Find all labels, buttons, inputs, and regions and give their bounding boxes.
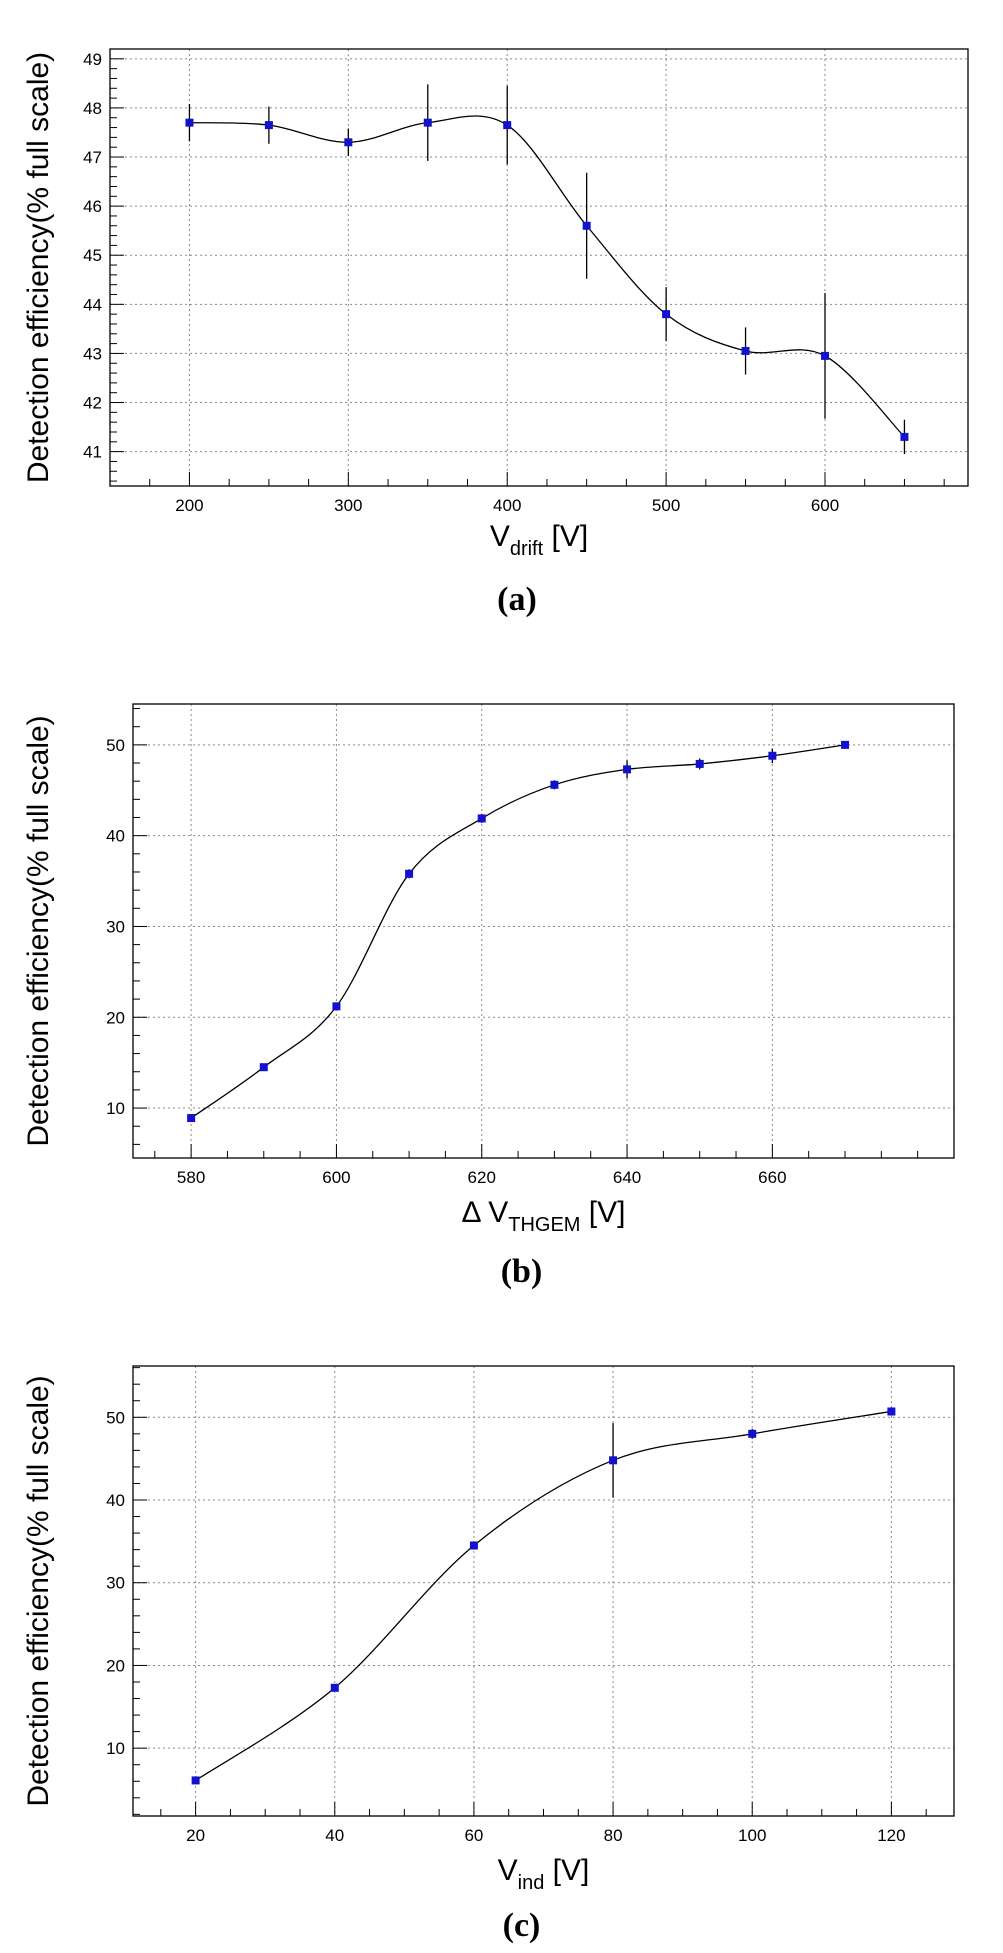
y-tick-label: 41 [83, 443, 102, 462]
data-point [332, 1002, 341, 1011]
data-point [623, 765, 632, 774]
data-point [695, 759, 704, 768]
x-axis-title-main: Δ V [462, 1196, 509, 1229]
chart-panel-2: 580 600 620 640 660 10 20 30 40 50 Detection effic… [22, 703, 955, 1290]
x-tick-label: 120 [877, 1826, 905, 1845]
data-point [264, 121, 273, 130]
y-tick-label: 42 [83, 394, 102, 413]
y-tick-label: 30 [106, 917, 125, 936]
y-tick-label: 48 [83, 99, 102, 118]
x-axis-title-unit: [V] [543, 520, 588, 553]
x-axis-title-main: V [498, 1854, 518, 1887]
y-tick-label: 45 [83, 246, 102, 265]
y-tick-label: 40 [106, 1491, 125, 1510]
x-axis-title-subscript: THGEM [508, 1214, 580, 1236]
y-tick-label: 20 [106, 1656, 125, 1675]
data-point [423, 118, 432, 127]
chart-panel-3: 20 40 60 80 100 120 10 20 30 40 50 Detection effici… [22, 1365, 955, 1944]
fit-curve [190, 744, 846, 1119]
x-tick-label: 40 [325, 1826, 344, 1845]
x-axis-title: Vind [V] [498, 1854, 590, 1894]
x-tick-label: 500 [652, 496, 680, 515]
data-point [550, 780, 559, 789]
data-point [741, 346, 750, 355]
x-axis-title-subscript: drift [510, 538, 544, 560]
data-point [582, 221, 591, 230]
data-point [609, 1456, 618, 1465]
data-point [768, 751, 777, 760]
y-tick-label: 44 [83, 295, 102, 314]
data-point [662, 310, 671, 319]
data-point [900, 432, 909, 441]
x-tick-label: 580 [177, 1168, 205, 1187]
data-point [821, 351, 829, 360]
y-tick-label: 50 [106, 736, 125, 755]
y-tick-label: 46 [83, 197, 102, 216]
x-axis-title-unit: [V] [580, 1196, 625, 1229]
data-point [191, 1776, 200, 1785]
data-point [187, 1114, 196, 1123]
data-point [405, 869, 414, 878]
x-tick-label: 300 [334, 496, 362, 515]
x-axis-title-unit: [V] [544, 1854, 589, 1887]
data-point [748, 1429, 757, 1438]
data-point [185, 118, 194, 127]
x-tick-label: 80 [604, 1826, 623, 1845]
chart-panel-1: 200 300 400 500 600 41 42 43 44 45 46 47 48 49 Detecti… [22, 48, 969, 618]
panel-label: (b) [501, 1253, 543, 1290]
x-tick-label: 20 [186, 1826, 205, 1845]
y-tick-label: 50 [106, 1408, 125, 1427]
y-tick-label: 43 [83, 344, 102, 363]
x-tick-label: 600 [322, 1168, 350, 1187]
y-tick-label: 47 [83, 148, 102, 167]
x-tick-label: 660 [758, 1168, 786, 1187]
y-tick-label: 49 [83, 50, 102, 69]
y-axis-title: Detection efficiency(% full scale) [22, 715, 55, 1146]
data-point [503, 121, 512, 130]
plot-frame [132, 703, 955, 1159]
data-point [469, 1541, 478, 1550]
x-tick-label: 60 [464, 1826, 483, 1845]
y-tick-label: 30 [106, 1574, 125, 1593]
x-tick-label: 400 [493, 496, 521, 515]
data-point [344, 138, 353, 147]
panel-label: (c) [503, 1907, 541, 1944]
x-tick-label: 640 [613, 1168, 641, 1187]
data-point [841, 740, 850, 749]
data-point [477, 814, 486, 823]
x-axis-title: Δ VTHGEM [V] [462, 1196, 626, 1236]
x-axis-title: Vdrift [V] [490, 520, 588, 560]
y-axis-title: Detection efficiency(% full scale) [22, 1375, 55, 1806]
y-tick-label: 10 [106, 1099, 125, 1118]
x-axis-title-main: V [490, 520, 510, 553]
x-tick-label: 100 [738, 1826, 766, 1845]
x-tick-label: 200 [175, 496, 203, 515]
x-tick-label: 600 [811, 496, 839, 515]
y-tick-label: 10 [106, 1739, 125, 1758]
x-axis-title-subscript: ind [518, 1872, 545, 1894]
plot-frame [109, 48, 969, 487]
y-tick-label: 40 [106, 827, 125, 846]
fit-curve [189, 115, 905, 438]
y-axis-title: Detection efficiency(% full scale) [22, 52, 55, 483]
y-tick-label: 20 [106, 1008, 125, 1027]
data-point [330, 1683, 339, 1692]
data-point [259, 1063, 268, 1072]
x-tick-label: 620 [468, 1168, 496, 1187]
fit-curve [195, 1410, 892, 1781]
data-point [887, 1407, 896, 1416]
panel-label: (a) [497, 581, 537, 618]
